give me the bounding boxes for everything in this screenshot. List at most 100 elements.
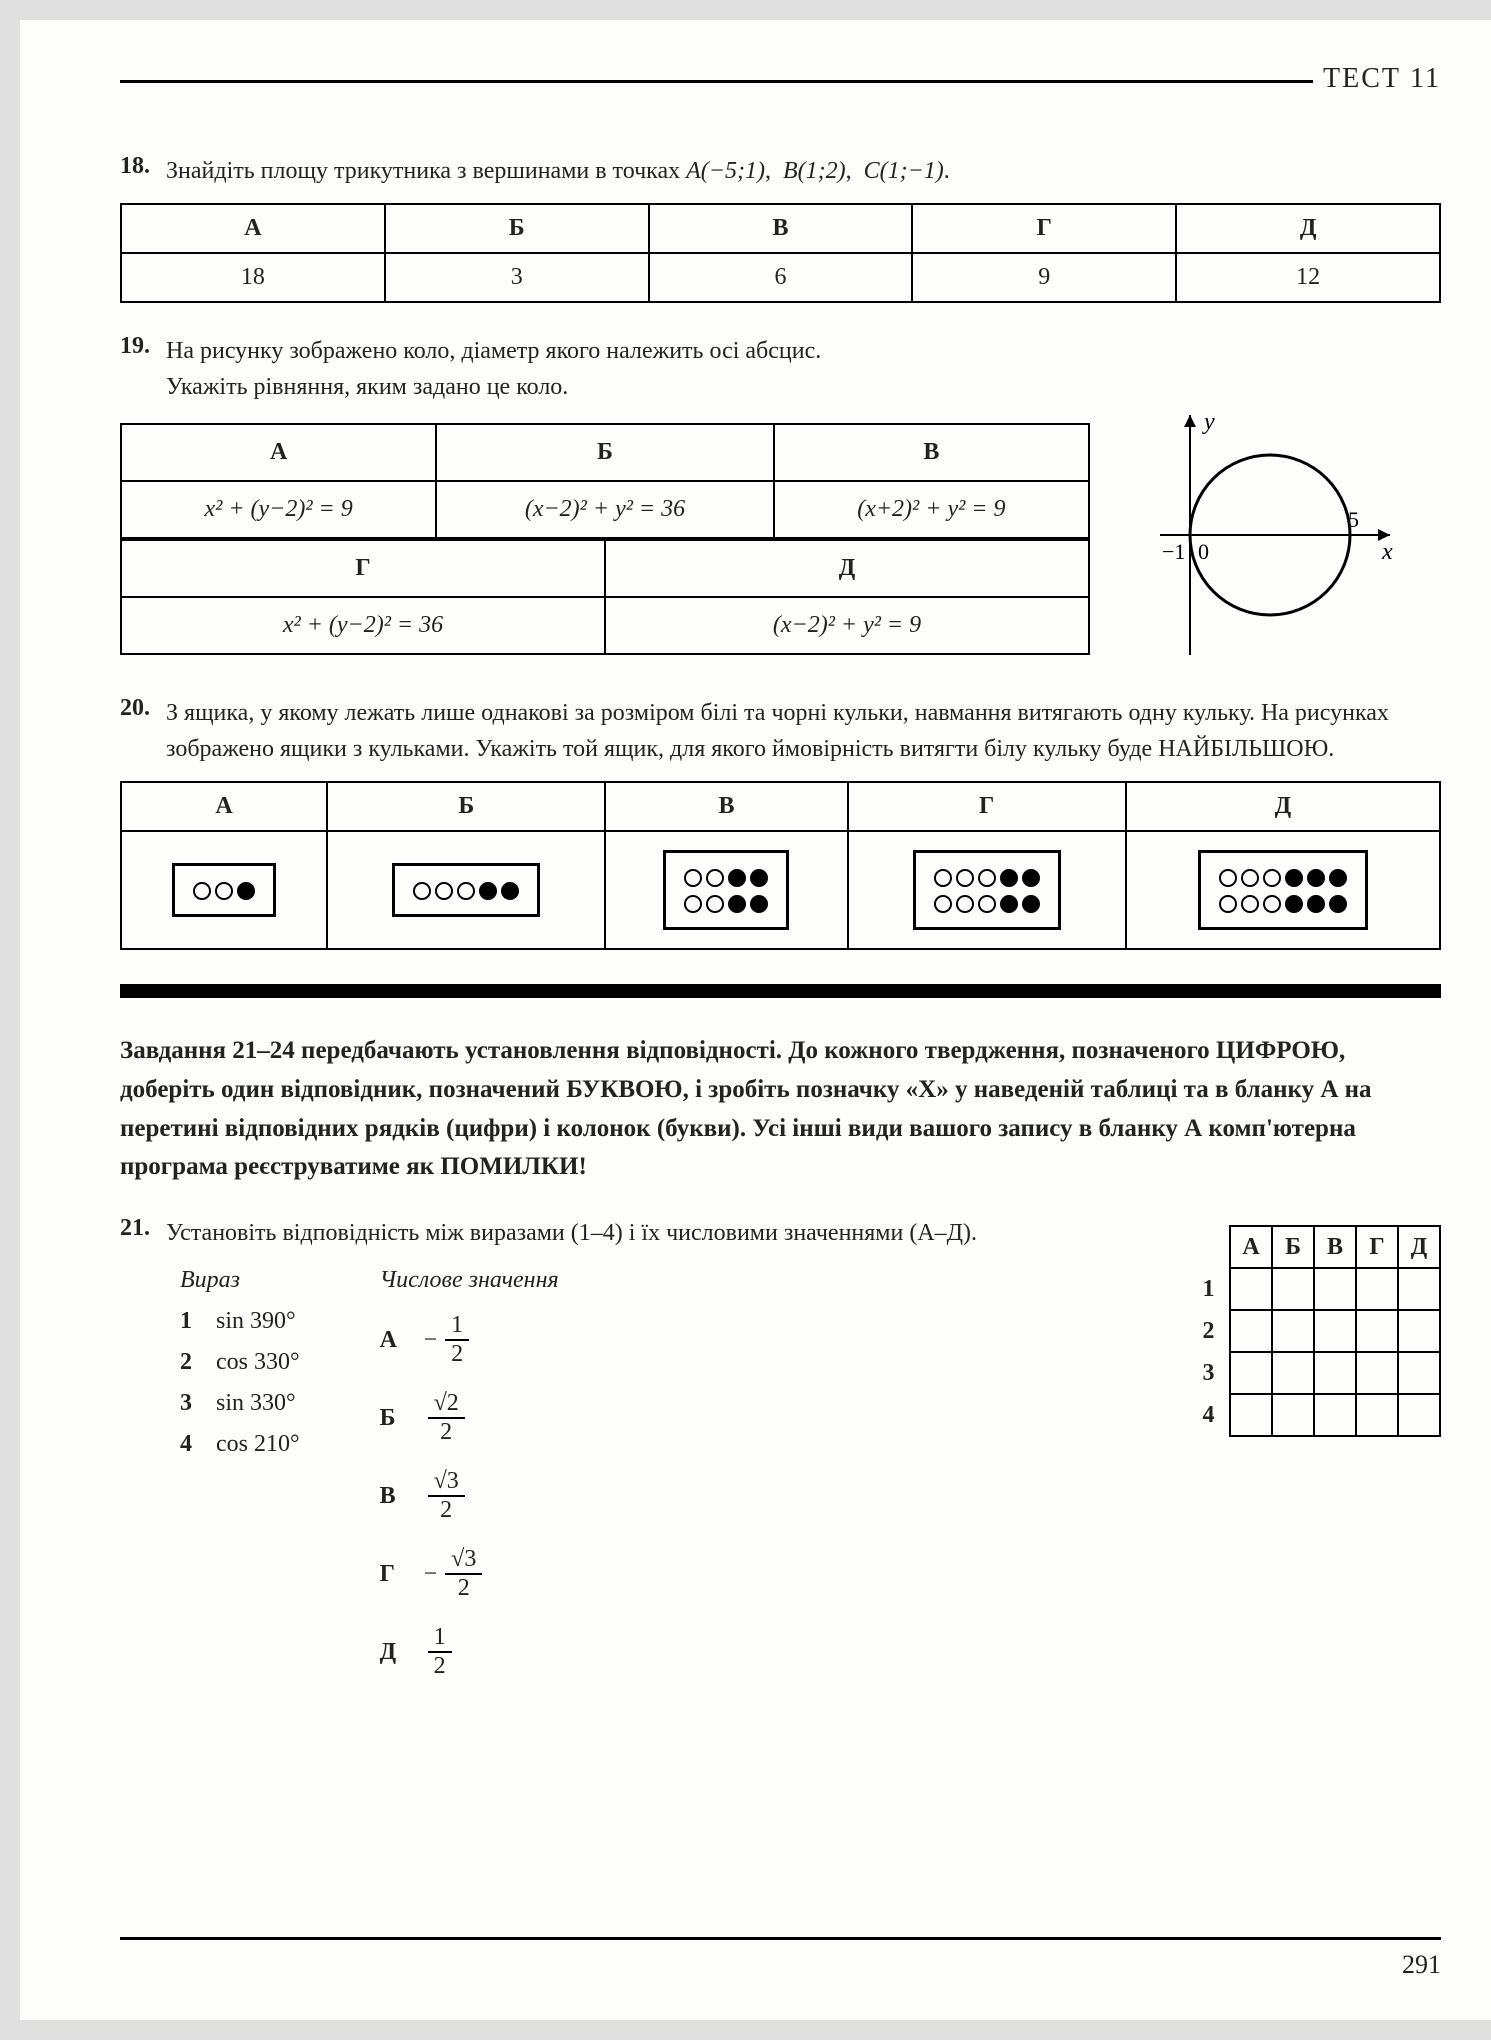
section-divider [120,984,1441,998]
q19-r1h0: А [121,424,436,481]
black-ball-icon [728,895,746,913]
q19-r1v1: (x−2)² + y² = 36 [436,481,773,538]
q20-h1: Б [327,782,605,831]
white-ball-icon [684,895,702,913]
q21-number: 21. [120,1215,160,1242]
q20-table: А Б В Г Д [120,781,1441,950]
white-ball-icon [215,882,233,900]
q21-answer-grid: А Б В Г Д 1 2 3 4 [1188,1225,1441,1437]
black-ball-icon [1329,869,1347,887]
q20-box-2 [605,831,847,949]
q20-h4: Д [1126,782,1440,831]
black-ball-icon [1022,869,1040,887]
q19-r1h2: В [774,424,1089,481]
page-number: 291 [1402,1950,1441,1979]
q18-v-2: 6 [649,253,913,302]
q21-expr-row: 4cos 210° [180,1431,300,1458]
q19-r2h0: Г [121,540,605,597]
q20-box-0 [121,831,327,949]
svg-text:y: y [1202,409,1215,435]
svg-text:x: x [1381,539,1393,565]
black-ball-icon [1022,895,1040,913]
q20-number: 20. [120,695,160,722]
svg-text:5: 5 [1348,507,1359,532]
q18-v-3: 9 [912,253,1176,302]
svg-text:−1: −1 [1162,539,1185,564]
white-ball-icon [978,895,996,913]
q19-text: На рисунку зображено коло, діаметр якого… [166,333,1126,405]
q19-r2v0: x² + (y−2)² = 36 [121,597,605,654]
q21-left-header: Вираз [180,1267,300,1294]
q21-right-header: Числове значення [380,1267,559,1294]
q19-table: А Б В x² + (y−2)² = 9 (x−2)² + y² = 36 (… [120,423,1090,539]
q20-box-3 [848,831,1126,949]
q19-r2h1: Д [605,540,1089,597]
q18-v-4: 12 [1176,253,1440,302]
white-ball-icon [706,895,724,913]
q21-expressions: Вираз 1sin 390° 2cos 330° 3sin 330° 4cos 21… [180,1267,300,1702]
page: ТЕСТ 11 18. Знайдіть площу трикутника з … [20,20,1491,2020]
q21-value-row: В√32 [380,1468,559,1524]
white-ball-icon [1263,869,1281,887]
white-ball-icon [413,882,431,900]
q21-text: Установіть відповідність між виразами (1… [166,1215,1066,1251]
white-ball-icon [435,882,453,900]
q18-h-V: В [649,204,913,253]
q19-number: 19. [120,333,160,360]
white-ball-icon [956,869,974,887]
q21-value-row: Г−√32 [380,1546,559,1602]
question-18: 18. Знайдіть площу трикутника з вершинам… [120,153,1441,303]
white-ball-icon [706,869,724,887]
black-ball-icon [750,869,768,887]
black-ball-icon [1285,869,1303,887]
q19-r2v1: (x−2)² + y² = 9 [605,597,1089,654]
q18-h-D: Д [1176,204,1440,253]
black-ball-icon [479,882,497,900]
black-ball-icon [1329,895,1347,913]
instructions-block: Завдання 21–24 передбачають установлення… [120,1032,1441,1187]
white-ball-icon [1241,869,1259,887]
q18-h-A: А [121,204,385,253]
q18-h-G: Г [912,204,1176,253]
q21-value-row: Б√22 [380,1390,559,1446]
q20-box-4 [1126,831,1440,949]
black-ball-icon [1285,895,1303,913]
q21-value-row: А−12 [380,1312,559,1368]
white-ball-icon [1219,895,1237,913]
q18-table: А Б В Г Д 18 3 6 9 12 [120,203,1441,303]
q20-h2: В [605,782,847,831]
q21-expr-row: 2cos 330° [180,1349,300,1376]
black-ball-icon [728,869,746,887]
q18-number: 18. [120,153,160,180]
white-ball-icon [193,882,211,900]
white-ball-icon [684,869,702,887]
white-ball-icon [934,869,952,887]
q20-text: З ящика, у якому лежать лише однакові за… [166,695,1437,767]
test-label: ТЕСТ 11 [1313,63,1441,94]
q19-r1v0: x² + (y−2)² = 9 [121,481,436,538]
black-ball-icon [1000,895,1018,913]
white-ball-icon [1219,869,1237,887]
white-ball-icon [1263,895,1281,913]
page-footer: 291 [120,1937,1441,1980]
black-ball-icon [1307,895,1325,913]
question-20: 20. З ящика, у якому лежать лише однаков… [120,695,1441,950]
q19-circle-diagram: y x −1 5 0 [1130,405,1400,665]
black-ball-icon [1307,869,1325,887]
black-ball-icon [237,882,255,900]
white-ball-icon [457,882,475,900]
svg-text:0: 0 [1198,539,1209,564]
q18-text: Знайдіть площу трикутника з вершинами в … [166,153,1437,189]
white-ball-icon [978,869,996,887]
q18-h-B: Б [385,204,649,253]
white-ball-icon [1241,895,1259,913]
q20-h3: Г [848,782,1126,831]
black-ball-icon [750,895,768,913]
question-19: 19. На рисунку зображено коло, діаметр я… [120,333,1441,665]
black-ball-icon [501,882,519,900]
q21-expr-row: 1sin 390° [180,1308,300,1335]
page-header: ТЕСТ 11 [120,80,1441,123]
q21-expr-row: 3sin 330° [180,1390,300,1417]
white-ball-icon [934,895,952,913]
black-ball-icon [1000,869,1018,887]
